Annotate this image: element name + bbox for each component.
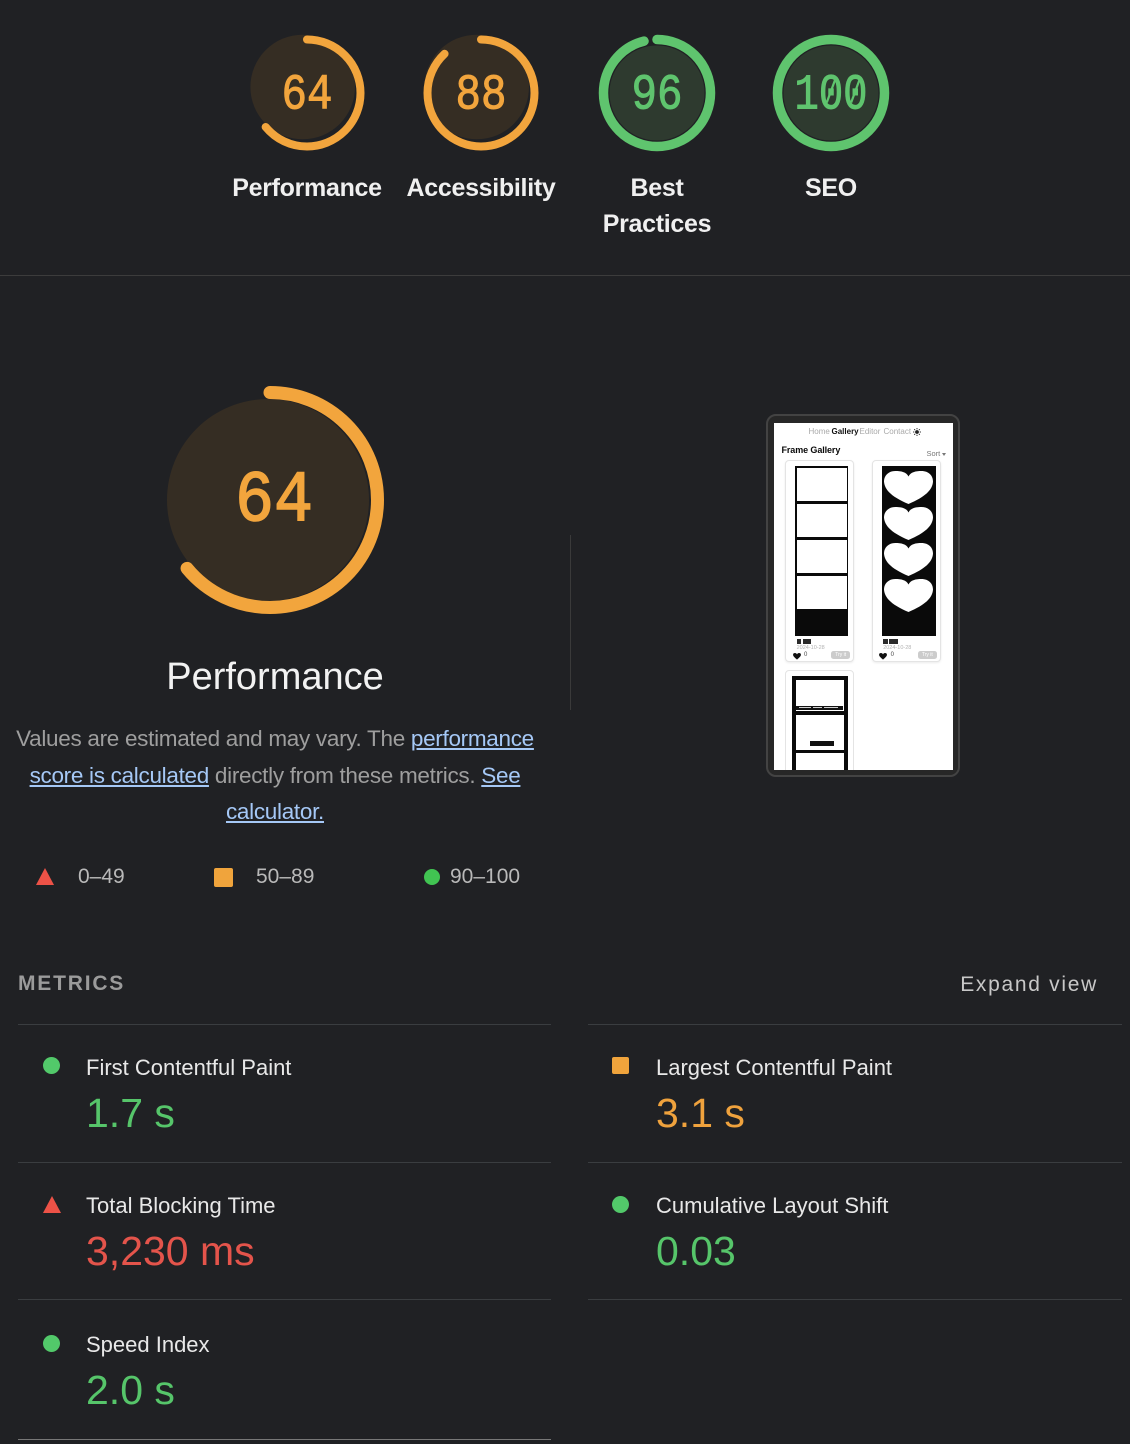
- svg-text:96: 96: [632, 68, 683, 125]
- svg-text:64: 64: [235, 461, 313, 543]
- svg-text:100: 100: [795, 68, 868, 125]
- svg-text:64: 64: [282, 68, 333, 125]
- svg-text:88: 88: [456, 68, 507, 125]
